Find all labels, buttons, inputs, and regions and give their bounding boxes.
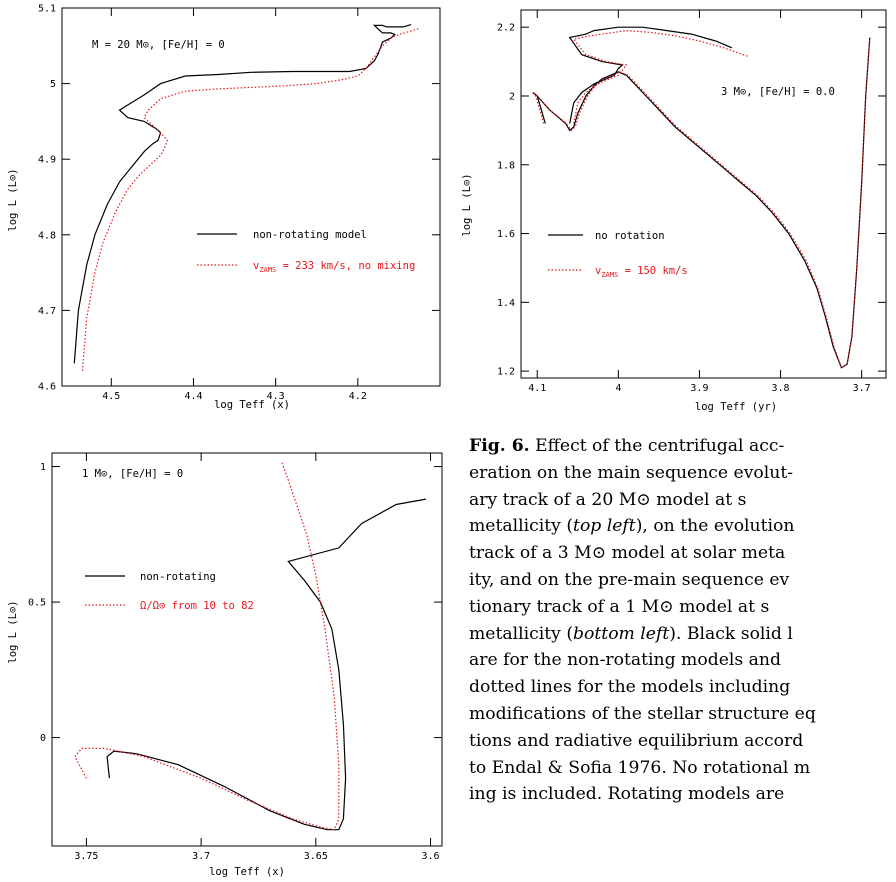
series-line-nonrotating: [106, 498, 427, 831]
annotation-3msun: 3 M⊙, [Fe/H] = 0.0: [721, 86, 835, 98]
y-tick-label: 2: [509, 91, 515, 102]
y-axis-label: log L (L⊙): [7, 600, 19, 663]
y-tick-label: 5.1: [38, 4, 56, 15]
x-tick-label: 4.1: [528, 383, 546, 394]
y-axis-label: log L (L⊙): [461, 173, 473, 236]
annotation-1msun: 1 M⊙, [Fe/H] = 0: [82, 468, 183, 480]
legend-nonrotating: non-rotating: [140, 571, 216, 583]
caption-line: ity, and on the pre-main sequence ev: [469, 569, 790, 590]
figure-caption: Fig. 6. Effect of the centrifugal acc- e…: [469, 433, 896, 882]
y-tick-label: 1: [40, 462, 46, 473]
caption-line: eration on the main sequence evolut-: [469, 462, 794, 483]
x-tick-label: 4.4: [184, 391, 202, 402]
chart-20msun: 4.5 4.4 4.3 4.2 4.6 4.7 4.8 4.9 5 5.1 M = 20 M⊙, …: [7, 4, 441, 411]
x-tick-label: 4.2: [349, 391, 367, 402]
legend-nonrotating: non-rotating model: [253, 229, 367, 241]
y-tick-label: 2.2: [497, 23, 515, 34]
x-tick-label: 4.3: [267, 391, 285, 402]
caption-line: metallicity (bottom left). Black solid l: [469, 623, 793, 644]
x-tick-label: 3.7: [853, 383, 871, 394]
x-tick-label: 3.75: [74, 851, 98, 862]
plot-frame: [61, 7, 441, 387]
legend-norotation: no rotation: [595, 230, 665, 242]
y-tick-label: 0: [40, 733, 46, 744]
caption-line: to Endal & Sofia 1976. No rotational m: [469, 757, 811, 778]
y-tick-label: 1.6: [497, 229, 515, 240]
plot-area: 4.1 4 3.9 3.8 3.7 1.2 1.4 1.6 1.8 2 2.2: [497, 9, 887, 394]
chart-1msun: 3.75 3.7 3.65 3.6 0 0.5 1 1 M⊙, [Fe/H] = 0 log…: [7, 452, 443, 878]
caption-line: tions and radiative equilibrium accord: [469, 730, 804, 751]
x-tick-label: 3.65: [304, 851, 328, 862]
caption-line: ing is included. Rotating models are: [469, 784, 785, 805]
x-tick-label: 3.9: [690, 383, 708, 394]
caption-line: modifications of the stellar structure e…: [469, 703, 816, 724]
x-tick-label: 3.6: [421, 851, 439, 862]
y-tick-label: 1.8: [497, 160, 515, 171]
fig-label: Fig. 6.: [469, 436, 530, 456]
annotation-20msun: M = 20 M⊙, [Fe/H] = 0: [92, 39, 225, 51]
plot-frame: [520, 9, 887, 379]
y-tick-label: 4.8: [38, 230, 56, 241]
caption-line: track of a 3 M⊙ model at solar meta: [469, 543, 786, 564]
y-tick-label: 4.6: [38, 382, 56, 393]
y-tick-label: 0.5: [28, 598, 46, 609]
series-line-nonrotating: [73, 24, 412, 364]
plot-area: 3.75 3.7 3.65 3.6 0 0.5 1: [28, 452, 443, 862]
legend-rotating: vZAMS = 150 km/s: [595, 265, 688, 279]
y-axis-label: log L (L⊙): [7, 168, 19, 231]
plot-frame: [51, 452, 443, 847]
legend-rotating: vZAMS = 233 km/s, no mixing: [253, 260, 415, 274]
plot-area: 4.5 4.4 4.3 4.2 4.6 4.7 4.8 4.9 5 5.1: [38, 4, 441, 402]
caption-line: are for the non-rotating models and: [469, 650, 781, 671]
x-axis-label: log Teff (x): [209, 866, 285, 878]
series-line-rotating: [81, 27, 420, 371]
caption-line: tionary track of a 1 M⊙ model at s: [469, 596, 770, 617]
caption-line: dotted lines for the models including: [469, 677, 791, 698]
chart-3msun: 4.1 4 3.9 3.8 3.7 1.2 1.4 1.6 1.8 2 2.2 3 M⊙, [Fe/…: [461, 9, 887, 413]
caption-line: metallicity (top left), on the evolution: [469, 516, 795, 537]
y-tick-label: 1.4: [497, 298, 515, 309]
caption-line: ary track of a 20 M⊙ model at s: [469, 489, 747, 510]
x-tick-label: 4.5: [102, 391, 120, 402]
series-line-rotating: [74, 460, 340, 831]
y-tick-label: 4.7: [38, 306, 56, 317]
x-tick-label: 4: [615, 383, 621, 394]
x-axis-label: log Teff (x): [214, 399, 290, 411]
x-tick-label: 3.8: [772, 383, 790, 394]
y-tick-label: 4.9: [38, 155, 56, 166]
series-branch-nonrotating: [568, 26, 733, 124]
legend-rotating: Ω/Ω⊙ from 10 to 82: [140, 600, 254, 612]
caption-line: Fig. 6. Effect of the centrifugal acc-: [469, 433, 896, 460]
series-line-nonrotating: [532, 37, 871, 369]
x-tick-label: 3.7: [192, 851, 210, 862]
x-axis-label: log Teff (yr): [695, 401, 777, 413]
y-tick-label: 5: [50, 79, 56, 90]
y-tick-label: 1.2: [497, 367, 515, 378]
caption-text: Effect of the centrifugal acc-: [529, 436, 785, 456]
